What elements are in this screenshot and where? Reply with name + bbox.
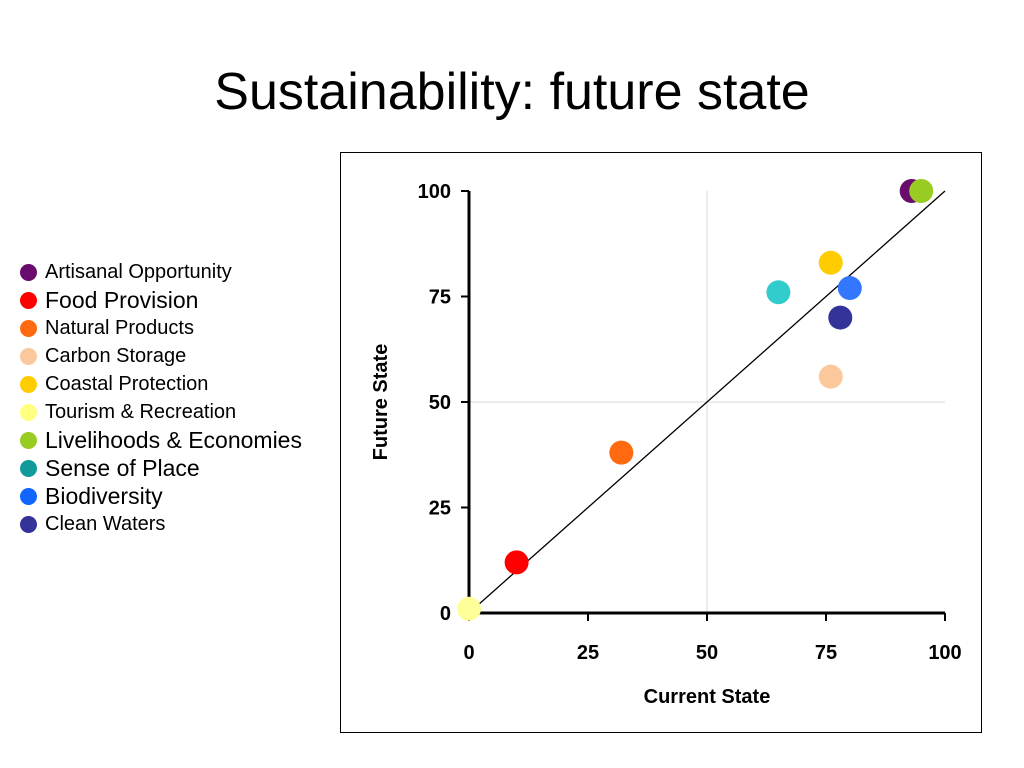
scatter-point xyxy=(504,550,529,575)
x-tick-label: 75 xyxy=(815,642,837,664)
legend: Artisanal Opportunity Food Provision Natur… xyxy=(20,258,340,538)
legend-label: Artisanal Opportunity xyxy=(45,260,232,283)
x-tick-label: 25 xyxy=(577,642,599,664)
y-tick-label: 25 xyxy=(429,498,451,520)
legend-label: Biodiversity xyxy=(45,482,163,509)
y-tick-label: 75 xyxy=(429,287,451,309)
legend-label: Food Provision xyxy=(45,286,199,313)
legend-label: Coastal Protection xyxy=(45,372,209,395)
y-tick-label: 0 xyxy=(440,603,451,625)
legend-item: Sense of Place xyxy=(20,454,340,482)
scatter-point xyxy=(828,305,853,330)
legend-marker xyxy=(20,515,37,533)
legend-item: Natural Products xyxy=(20,314,340,342)
x-tick-label: 50 xyxy=(696,642,718,664)
legend-marker xyxy=(20,375,37,393)
legend-label: Sense of Place xyxy=(45,454,200,481)
legend-marker xyxy=(20,347,37,365)
legend-item: Clean Waters xyxy=(20,510,340,538)
x-tick-label: 100 xyxy=(928,642,961,664)
x-axis-title: Current State xyxy=(644,686,771,708)
legend-marker xyxy=(20,487,37,505)
legend-item: Coastal Protection xyxy=(20,370,340,398)
x-tick-label: 0 xyxy=(463,642,474,664)
legend-item: Tourism & Recreation xyxy=(20,398,340,426)
y-tick-label: 100 xyxy=(418,181,451,203)
legend-item: Biodiversity xyxy=(20,482,340,510)
legend-marker xyxy=(20,403,37,421)
legend-item: Carbon Storage xyxy=(20,342,340,370)
scatter-point xyxy=(609,440,634,465)
identity-line xyxy=(468,190,946,614)
legend-label: Clean Waters xyxy=(45,512,166,535)
scatter-point xyxy=(909,179,934,203)
legend-item: Food Provision xyxy=(20,286,340,314)
y-tick-label: 50 xyxy=(429,392,451,414)
legend-label: Natural Products xyxy=(45,316,194,339)
legend-label: Livelihoods & Economies xyxy=(45,426,302,453)
slide-title: Sustainability: future state xyxy=(214,63,810,121)
scatter-point xyxy=(457,596,481,621)
scatter-point xyxy=(818,364,843,389)
legend-marker xyxy=(20,459,37,477)
chart-frame: 0 25 50 75 100 0 25 50 75 100 Current State Future … xyxy=(340,152,982,733)
legend-label: Tourism & Recreation xyxy=(45,400,237,423)
legend-marker xyxy=(20,431,37,449)
legend-marker xyxy=(20,319,37,337)
legend-item: Livelihoods & Economies xyxy=(20,426,340,454)
y-axis-title: Future State xyxy=(370,344,392,461)
scatter-point xyxy=(818,250,843,275)
scatter-point xyxy=(837,276,862,301)
scatter-chart: 0 25 50 75 100 0 25 50 75 100 Current State Future … xyxy=(370,179,962,708)
legend-marker xyxy=(20,263,37,281)
legend-label: Carbon Storage xyxy=(45,344,187,367)
legend-item: Artisanal Opportunity xyxy=(20,258,340,286)
scatter-point xyxy=(766,280,791,305)
legend-marker xyxy=(20,291,37,309)
